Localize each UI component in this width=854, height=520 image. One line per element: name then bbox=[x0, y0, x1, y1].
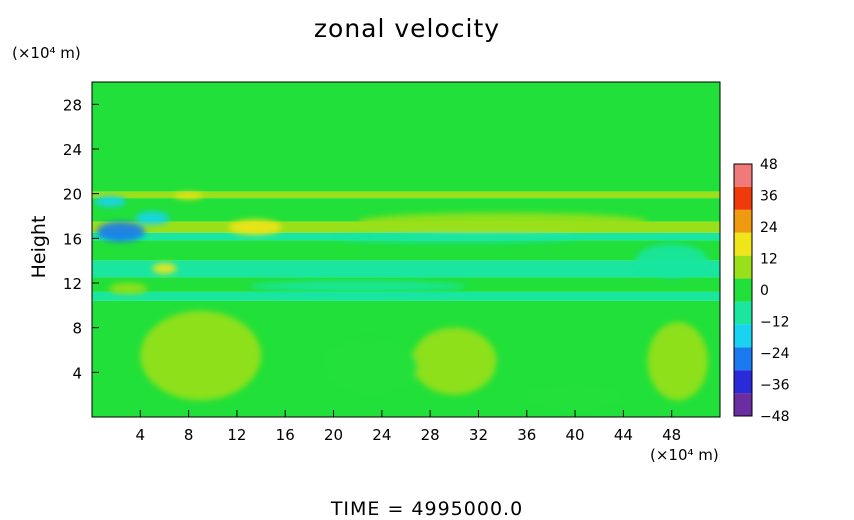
field-band bbox=[92, 240, 720, 261]
y-tick-label: 20 bbox=[63, 186, 82, 204]
x-tick-label: 36 bbox=[517, 426, 536, 444]
colorbar-swatch bbox=[734, 255, 752, 279]
x-tick-label: 32 bbox=[469, 426, 488, 444]
field-feature bbox=[357, 212, 648, 231]
field-feature bbox=[333, 233, 576, 243]
colorbar-tick-label: 48 bbox=[760, 157, 778, 173]
x-tick-label: 20 bbox=[324, 426, 343, 444]
colorbar-swatch bbox=[734, 301, 752, 325]
colorbar-swatch bbox=[734, 209, 752, 233]
colorbar-frame bbox=[733, 163, 753, 417]
field-features bbox=[94, 192, 708, 411]
y-tick-label: 12 bbox=[63, 275, 82, 293]
x-tick-label: 44 bbox=[614, 426, 633, 444]
colorbar-swatch bbox=[734, 186, 752, 210]
colorbar-tick-label: −12 bbox=[760, 315, 790, 331]
field-feature bbox=[152, 262, 177, 275]
colorbar-swatch bbox=[734, 164, 752, 187]
colorbar-swatch bbox=[734, 278, 752, 302]
field-feature bbox=[94, 195, 126, 208]
colorbar: 48 36 24 12 0 −12 −24 −36 −48 bbox=[733, 157, 790, 425]
field-feature bbox=[412, 327, 497, 395]
field-feature bbox=[647, 322, 708, 401]
y-tick-label: 4 bbox=[72, 364, 82, 382]
field-feature bbox=[96, 221, 146, 242]
field-feature bbox=[249, 280, 467, 292]
colorbar-swatch bbox=[734, 393, 752, 416]
x-axis-unit: (×10⁴ m) bbox=[650, 446, 719, 464]
colorbar-swatch bbox=[734, 324, 752, 348]
colorbar-tick-label: −36 bbox=[760, 378, 790, 394]
x-tick-label: 40 bbox=[566, 426, 585, 444]
y-tick-label: 28 bbox=[63, 96, 82, 114]
x-tick-label: 4 bbox=[136, 426, 146, 444]
y-axis-unit: (×10⁴ m) bbox=[12, 44, 81, 62]
colorbar-tick-label: −24 bbox=[760, 346, 790, 362]
field-feature bbox=[526, 383, 624, 411]
field-band bbox=[92, 82, 720, 192]
colorbar-tick-label: 12 bbox=[760, 252, 778, 268]
x-axis: 4 8 12 16 20 24 28 32 36 40 44 48 bbox=[136, 410, 681, 444]
chart-title: zonal velocity bbox=[313, 14, 501, 43]
field-band bbox=[92, 260, 720, 278]
colorbar-swatch bbox=[734, 370, 752, 394]
colorbar-tick-label: 24 bbox=[760, 220, 778, 236]
field-feature bbox=[140, 310, 262, 401]
field-feature bbox=[228, 219, 282, 235]
x-tick-label: 48 bbox=[662, 426, 681, 444]
y-axis: 4 8 12 16 20 24 28 bbox=[63, 96, 99, 382]
x-tick-label: 8 bbox=[184, 426, 194, 444]
field-feature bbox=[135, 211, 170, 225]
x-tick-label: 12 bbox=[227, 426, 246, 444]
colorbar-tick-label: −48 bbox=[760, 409, 790, 425]
x-tick-label: 28 bbox=[421, 426, 440, 444]
x-tick-label: 24 bbox=[372, 426, 391, 444]
colorbar-swatch bbox=[734, 232, 752, 256]
time-footer: TIME = 4995000.0 bbox=[330, 498, 524, 520]
field-feature bbox=[321, 338, 419, 395]
plot-frame bbox=[91, 81, 721, 418]
x-tick-label: 16 bbox=[276, 426, 295, 444]
velocity-field bbox=[92, 82, 720, 417]
colorbar-tick-label: 0 bbox=[760, 283, 769, 299]
colorbar-swatch bbox=[734, 347, 752, 371]
field-feature bbox=[108, 283, 148, 295]
y-tick-label: 8 bbox=[72, 320, 82, 338]
field-band bbox=[92, 191, 720, 199]
y-tick-label: 16 bbox=[63, 230, 82, 248]
colorbar-tick-label: 36 bbox=[760, 189, 778, 205]
y-tick-label: 24 bbox=[63, 141, 82, 159]
field-feature bbox=[174, 192, 204, 200]
field-band bbox=[92, 291, 720, 301]
field-feature bbox=[635, 243, 708, 278]
